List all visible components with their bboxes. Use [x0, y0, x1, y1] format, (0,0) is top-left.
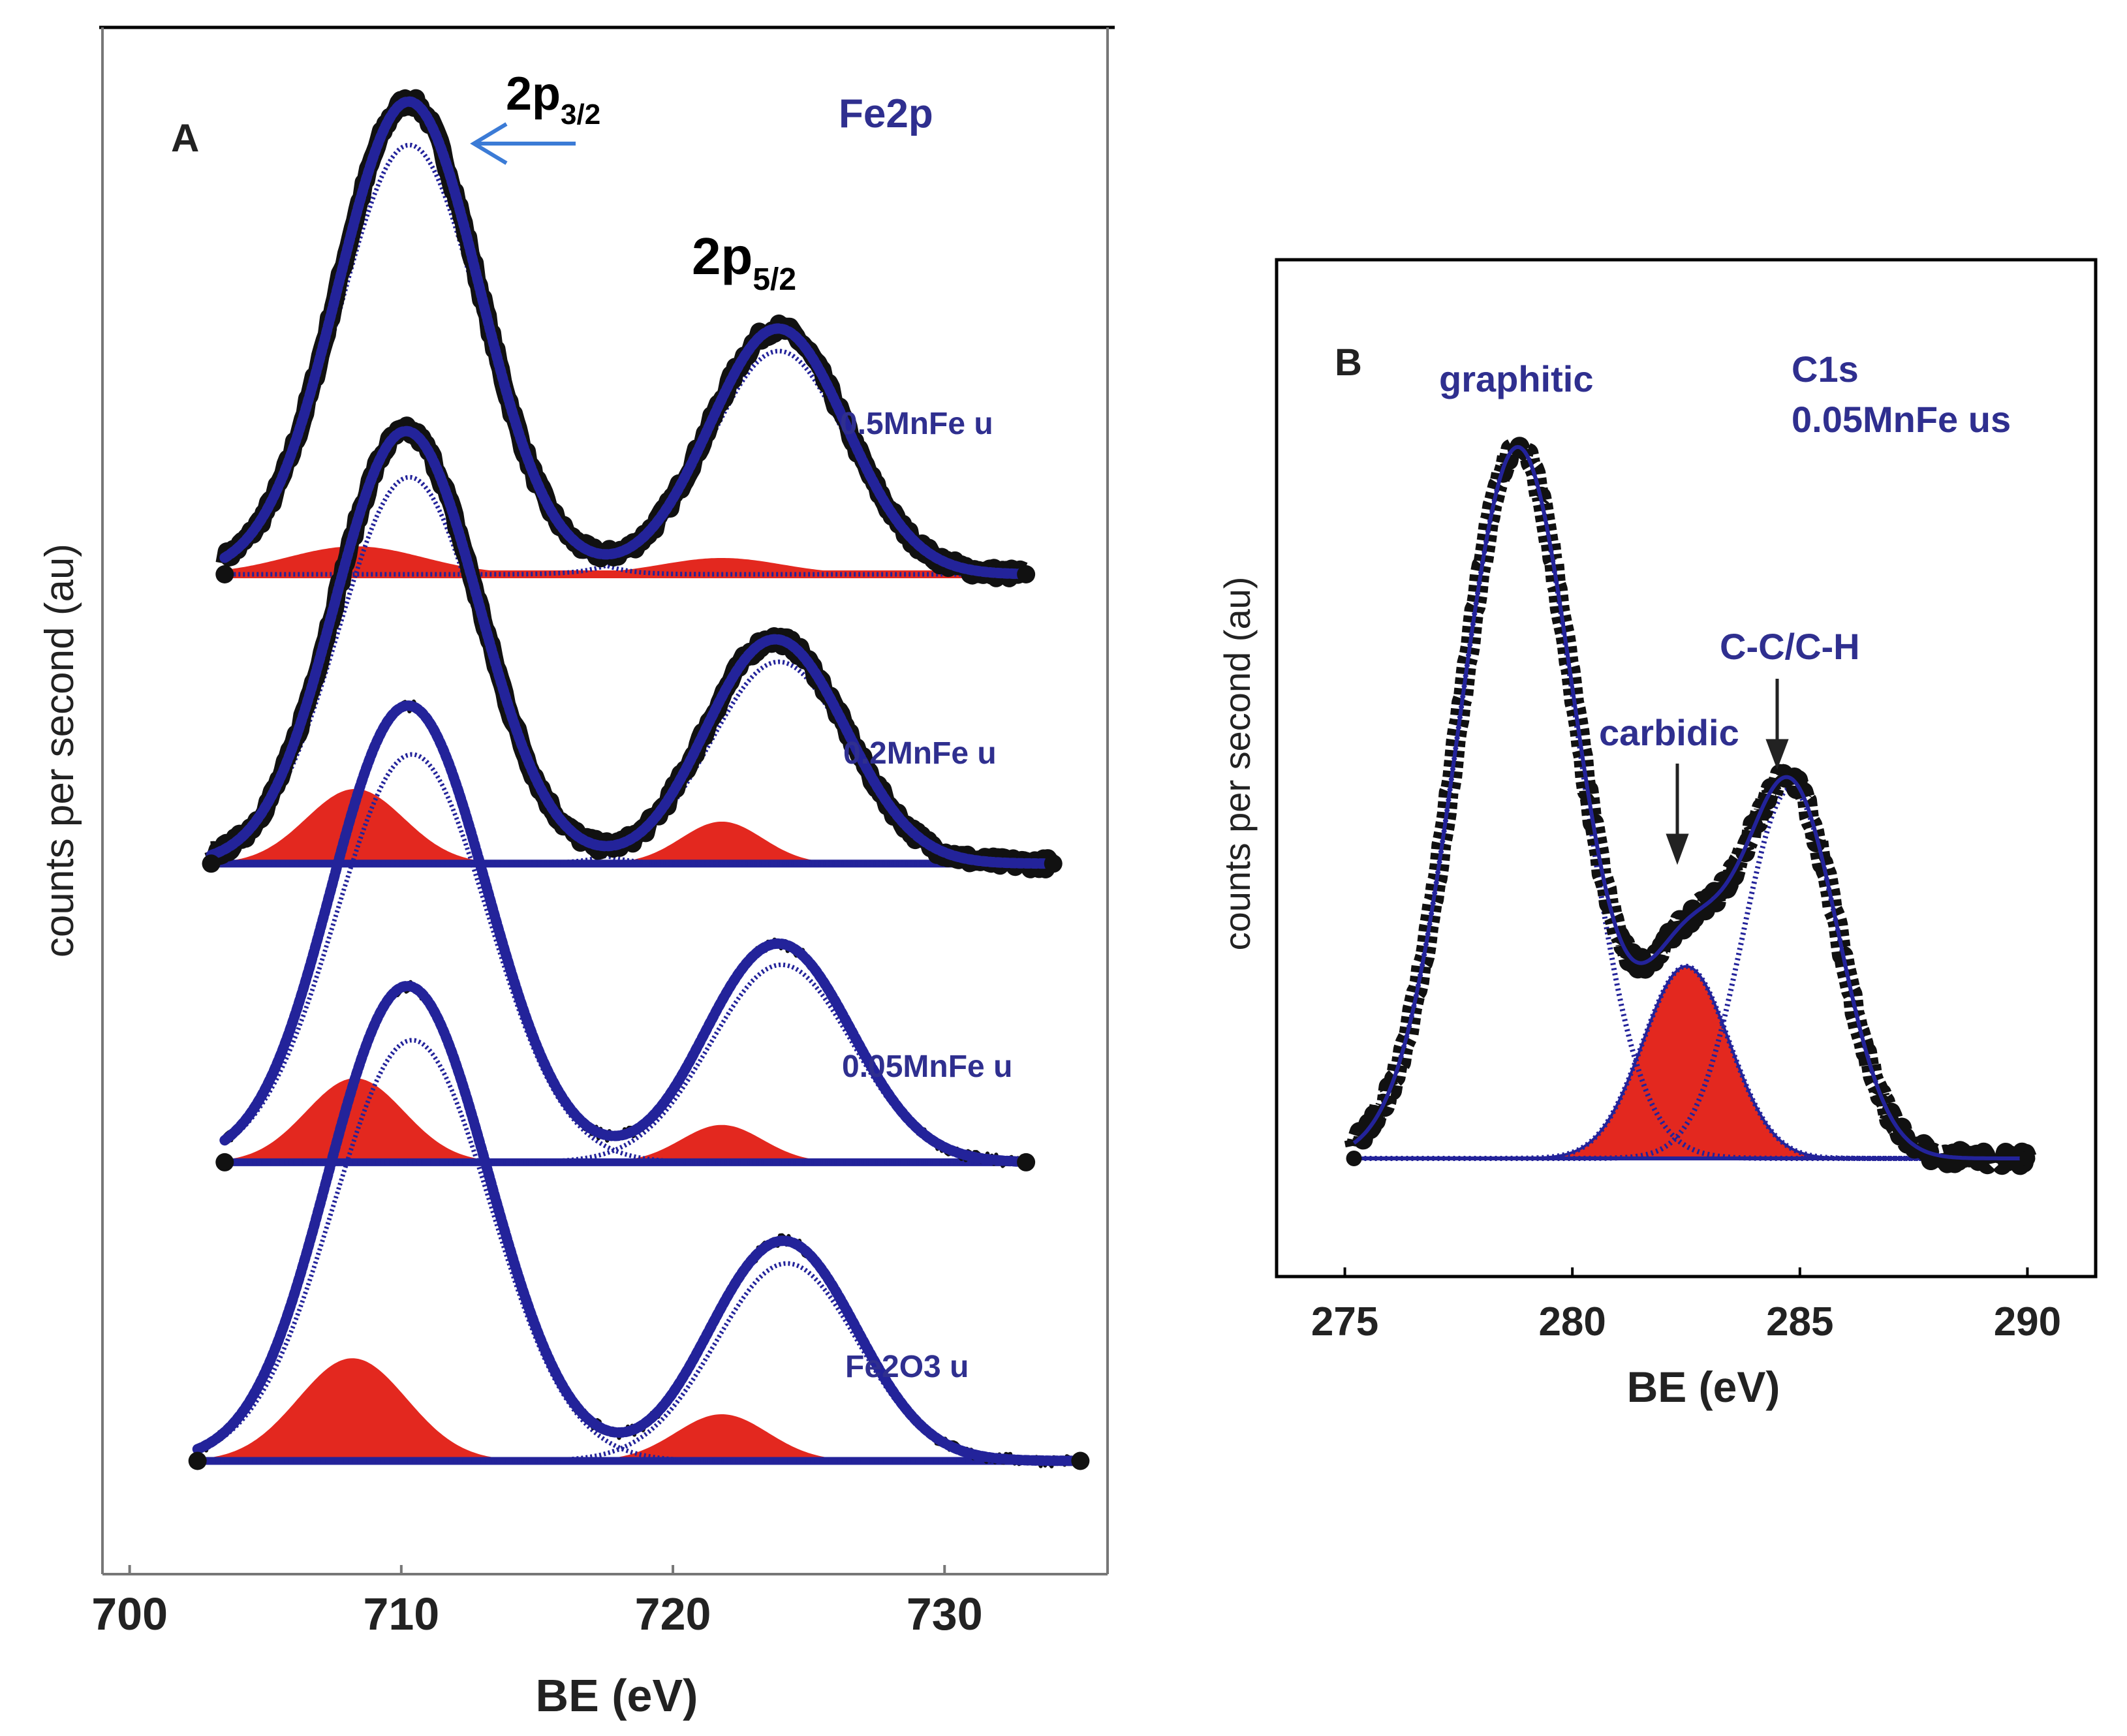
endpoint-marker: [215, 565, 234, 583]
panel-a: 700 710 720 730 A Fe2p 2p3/2 2p5/2 0.5MnFe …: [37, 25, 1115, 1721]
x-tick-label: 720: [635, 1589, 711, 1639]
x-tick-label: 275: [1311, 1299, 1378, 1344]
component-fill: [211, 788, 1053, 864]
fit-envelope: [219, 700, 1030, 1167]
spectrum-Fe2O3-u: [188, 980, 1090, 1470]
component-fill: [225, 1078, 1025, 1162]
x-tick-label: 710: [363, 1589, 439, 1639]
arrow-2p32: [470, 122, 576, 165]
endpoint-marker: [1071, 1451, 1090, 1470]
spectrum-0.05MnFe-u: [215, 699, 1036, 1171]
panel-b-x-ticks: 275 280 285 290: [1311, 1267, 2061, 1344]
peak-component: [196, 1038, 1080, 1463]
annotation-graphitic: graphitic: [1439, 358, 1593, 399]
spectrum-label-0.05MnFe: 0.05MnFe u: [842, 1049, 1012, 1084]
fit-envelope: [1352, 444, 2028, 1160]
spectrum-0.2MnFe-u: [202, 416, 1063, 878]
endpoint-marker: [1044, 854, 1063, 873]
component-fill: [197, 1358, 1080, 1461]
arrow-cc-ch: [1765, 679, 1789, 770]
endpoint-marker: [1017, 1153, 1036, 1171]
panel-a-letter: A: [171, 116, 199, 160]
x-tick-label: 280: [1538, 1299, 1606, 1344]
carbidic-component-fill: [1354, 965, 2028, 1160]
panel-b-ylabel: counts per second (au): [1217, 577, 1258, 951]
fit-envelope: [219, 96, 1030, 580]
fit-envelope: [206, 426, 1058, 869]
peak-component: [197, 1261, 1080, 1463]
annotation-2p32: 2p3/2: [506, 68, 600, 131]
x-tick-label: 290: [1994, 1299, 2061, 1344]
arrow-carbidic: [1666, 764, 1689, 865]
panel-b-frame: [1275, 258, 2098, 1279]
panel-b-xlabel: BE (eV): [1627, 1363, 1780, 1411]
peak-component: [210, 474, 1053, 866]
raw-data: [215, 89, 1032, 587]
panel-a-xlabel: BE (eV): [536, 1670, 698, 1721]
panel-a-title: Fe2p: [839, 91, 933, 136]
endpoint-marker: [1346, 1151, 1362, 1166]
component-fill: [225, 546, 1025, 574]
fit-envelope: [192, 980, 1085, 1466]
x-tick-label: 730: [907, 1589, 983, 1639]
endpoint-marker: [2019, 1151, 2036, 1166]
panel-b-title: C1s: [1792, 349, 1859, 390]
endpoint-marker: [1017, 565, 1036, 583]
spectrum-label-0.2MnFe: 0.2MnFe u: [843, 736, 997, 771]
x-tick-label: 700: [91, 1589, 168, 1639]
endpoint-marker: [215, 1153, 234, 1171]
x-tick-label: 285: [1766, 1299, 1833, 1344]
annotation-2p52: 2p5/2: [692, 227, 796, 297]
panel-a-x-ticks: 700 710 720 730: [91, 1565, 983, 1639]
peak-component: [223, 752, 1025, 1165]
peak-component: [223, 142, 1025, 577]
panel-b-letter: B: [1335, 341, 1362, 384]
spectrum-label-Fe2O3: Fe2O3 u: [845, 1350, 969, 1384]
spectrum-label-0.5MnFe: 0.5MnFe u: [840, 407, 993, 441]
annotation-cc-ch: C-C/C-H: [1720, 626, 1860, 667]
spectrum-0.5MnFe-u: [215, 89, 1036, 587]
panel-b-spectrum: [1344, 433, 2037, 1175]
panel-b-subtitle: 0.05MnFe us: [1792, 399, 2011, 440]
endpoint-marker: [188, 1451, 207, 1470]
annotation-carbidic: carbidic: [1599, 712, 1739, 753]
panel-a-ylabel: counts per second (au): [37, 544, 82, 957]
panel-a-spectra: [188, 89, 1090, 1470]
endpoint-marker: [202, 854, 221, 873]
panel-b: 275 280 285 290 B C1s 0.05MnFe us graphitic…: [1217, 258, 2098, 1411]
